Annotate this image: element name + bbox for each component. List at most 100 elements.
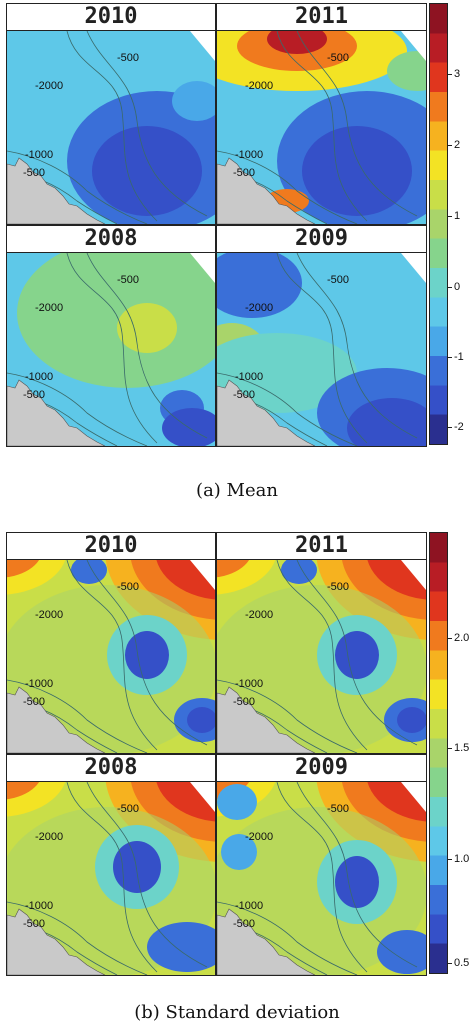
- field-blob: [217, 333, 357, 413]
- colorbar-tick-label: 3: [447, 68, 461, 80]
- contour-label: -500: [23, 696, 45, 708]
- map-field: -500 -2000 -1000 -500: [217, 782, 426, 975]
- contour-line: [296, 560, 418, 746]
- contour-label: -1000: [235, 371, 263, 383]
- map-field: -500 -2000 -1000 -500: [217, 560, 426, 753]
- field-blob: [387, 51, 426, 91]
- colorbar-standard-deviation: [429, 532, 448, 974]
- field-blob: [117, 303, 177, 353]
- land-mass: [7, 686, 106, 753]
- colorbar-tick-label: 1: [447, 210, 461, 222]
- panel-year-title: 2010: [7, 4, 215, 31]
- contour-label: -500: [327, 274, 349, 286]
- contour-label: -500: [23, 389, 45, 401]
- map-plot: -500 -2000 -1000 -500: [7, 31, 215, 224]
- contour-label: -1000: [25, 371, 53, 383]
- contour-label: -500: [233, 918, 255, 930]
- colorbar-tick-label: 1.5: [447, 742, 470, 754]
- contour-label: -500: [327, 803, 349, 815]
- colorbar-tick-label: -1: [448, 351, 464, 363]
- contour-label: -500: [233, 389, 255, 401]
- colorbar-tick-label: -2: [448, 421, 464, 433]
- contour-label: -500: [23, 918, 45, 930]
- land-mass: [217, 157, 316, 224]
- contour-line: [296, 31, 418, 217]
- contour-line: [7, 372, 148, 446]
- contour-label: -500: [23, 167, 45, 179]
- map-panel-2011: 2011 -500 -2000 -1000 -500: [216, 532, 427, 754]
- colorbar-tick-label: 2: [447, 139, 461, 151]
- contour-label: -2000: [245, 831, 273, 843]
- no-data-area: [190, 31, 215, 61]
- no-data-area: [401, 782, 426, 812]
- contour-line: [86, 782, 208, 968]
- contour-label: -1000: [25, 900, 53, 912]
- contour-label: -1000: [235, 149, 263, 161]
- field-blob: [217, 784, 257, 820]
- map-panel-2008: 2008 -500 -2000 -1000 -500: [6, 754, 216, 976]
- no-data-area: [190, 253, 215, 283]
- contour-line: [86, 560, 208, 746]
- field-blob: [335, 856, 379, 908]
- land-mass: [217, 686, 316, 753]
- map-plot: -500 -2000 -1000 -500: [217, 31, 426, 224]
- contour-line: [276, 782, 368, 973]
- contour-label: -500: [117, 52, 139, 64]
- contour-line: [296, 782, 418, 968]
- map-plot: -500 -2000 -1000 -500: [7, 253, 215, 446]
- field-blob: [71, 560, 107, 584]
- field-blob: [217, 253, 302, 318]
- colorbar-mean: [429, 3, 448, 445]
- contour-line: [217, 372, 358, 446]
- land-mass: [7, 157, 106, 224]
- figure-standard-deviation: 2010 -500 -2000 -1000 -500 2011 -500 -2000 -1…: [0, 530, 474, 1027]
- contour-line: [276, 31, 368, 222]
- panel-year-title: 2009: [217, 226, 426, 253]
- contour-line: [66, 782, 158, 973]
- map-plot: -500 -2000 -1000 -500: [217, 782, 426, 975]
- contour-line: [217, 150, 358, 224]
- colorbar-ticks: 3 2 1 0 -1 -2: [447, 3, 474, 443]
- contour-label: -500: [117, 274, 139, 286]
- contour-line: [276, 253, 368, 444]
- map-field: -500 -2000 -1000 -500: [7, 31, 215, 224]
- contour-label: -2000: [245, 609, 273, 621]
- contour-label: -1000: [25, 678, 53, 690]
- field-blob: [377, 930, 426, 974]
- contour-label: -2000: [35, 80, 63, 92]
- colorbar-tick-label: 1.0: [447, 853, 470, 865]
- panel-year-title: 2011: [217, 4, 426, 31]
- map-field: -500 -2000 -1000 -500: [7, 782, 215, 975]
- contour-line: [86, 31, 208, 217]
- map-field: -500 -2000 -1000 -500: [217, 253, 426, 446]
- contour-line: [86, 253, 208, 439]
- contour-line: [66, 560, 158, 751]
- panel-year-title: 2008: [7, 755, 215, 782]
- field-blob: [7, 782, 40, 800]
- contour-line: [217, 901, 358, 975]
- field-blob: [267, 31, 327, 54]
- map-panel-2011: 2011 -500 -2000 -1000 -500: [216, 3, 427, 225]
- field-blob: [302, 126, 412, 216]
- no-data-area: [401, 31, 426, 61]
- field-blob: [92, 126, 202, 216]
- figure-caption: (b) Standard deviation: [134, 1002, 340, 1023]
- contour-label: -1000: [235, 900, 263, 912]
- contour-line: [296, 253, 418, 439]
- field-blob: [17, 253, 215, 388]
- no-data-area: [401, 560, 426, 590]
- land-mass: [7, 908, 106, 975]
- panel-year-title: 2008: [7, 226, 215, 253]
- contour-line: [66, 31, 158, 222]
- field-blob: [347, 398, 426, 446]
- contour-label: -500: [117, 803, 139, 815]
- field-blob: [125, 631, 169, 679]
- land-mass: [7, 379, 106, 446]
- contour-line: [66, 253, 158, 444]
- land-mass: [217, 908, 316, 975]
- field-blob: [172, 81, 215, 121]
- no-data-area: [401, 253, 426, 283]
- figure-caption: (a) Mean: [196, 480, 278, 501]
- contour-label: -2000: [35, 302, 63, 314]
- colorbar-ticks: 2.0 1.5 1.0 0.5: [447, 532, 474, 972]
